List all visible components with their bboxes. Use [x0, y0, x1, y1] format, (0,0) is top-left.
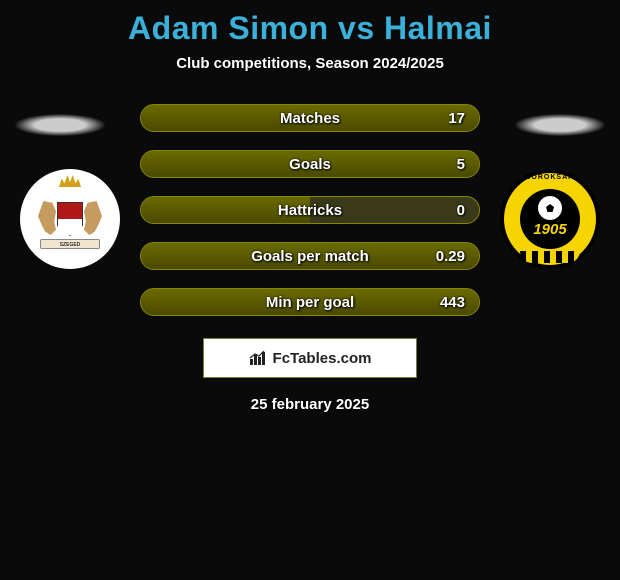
left-badge-shadow [15, 114, 105, 136]
stats-bars: Matches17 Goals5 Hattricks0 Goals per match… [140, 104, 480, 316]
page-title: Adam Simon vs Halmai [0, 0, 620, 47]
subtitle: Club competitions, Season 2024/2025 [0, 55, 620, 72]
fctables-attribution: FcTables.com [203, 338, 417, 378]
stat-bar-value: 443 [440, 294, 465, 311]
stat-bar-value: 0.29 [436, 248, 465, 265]
stat-bar-label: Hattricks [141, 202, 479, 219]
soroksar-crest-icon: SOROKSÁR 1905 [500, 169, 600, 269]
stat-bar: Goals per match0.29 [140, 242, 480, 270]
left-badge-banner: SZEGED [40, 239, 100, 249]
stat-bar-label: Matches [141, 110, 479, 127]
stat-bar-value: 17 [448, 110, 465, 127]
stat-bar-label: Goals [141, 156, 479, 173]
right-team-badge: SOROKSÁR 1905 [500, 169, 600, 269]
stat-bar: Goals5 [140, 150, 480, 178]
fctables-label: FcTables.com [273, 350, 372, 367]
szeged-crest-icon: SZEGED [30, 179, 110, 259]
left-team-badge: SZEGED [20, 169, 120, 269]
bar-chart-icon [249, 349, 269, 367]
content-area: SZEGED SOROKSÁR 1905 Matches17 Goals5 Hatt… [0, 104, 620, 316]
right-badge-top-text: SOROKSÁR [500, 174, 600, 181]
right-badge-shadow [515, 114, 605, 136]
stat-bar-label: Min per goal [141, 294, 479, 311]
right-badge-year: 1905 [500, 221, 600, 238]
stat-bar-label: Goals per match [141, 248, 479, 265]
date-text: 25 february 2025 [0, 396, 620, 413]
stat-bar: Min per goal443 [140, 288, 480, 316]
stat-bar-value: 5 [457, 156, 465, 173]
stat-bar: Matches17 [140, 104, 480, 132]
stat-bar-value: 0 [457, 202, 465, 219]
stat-bar: Hattricks0 [140, 196, 480, 224]
